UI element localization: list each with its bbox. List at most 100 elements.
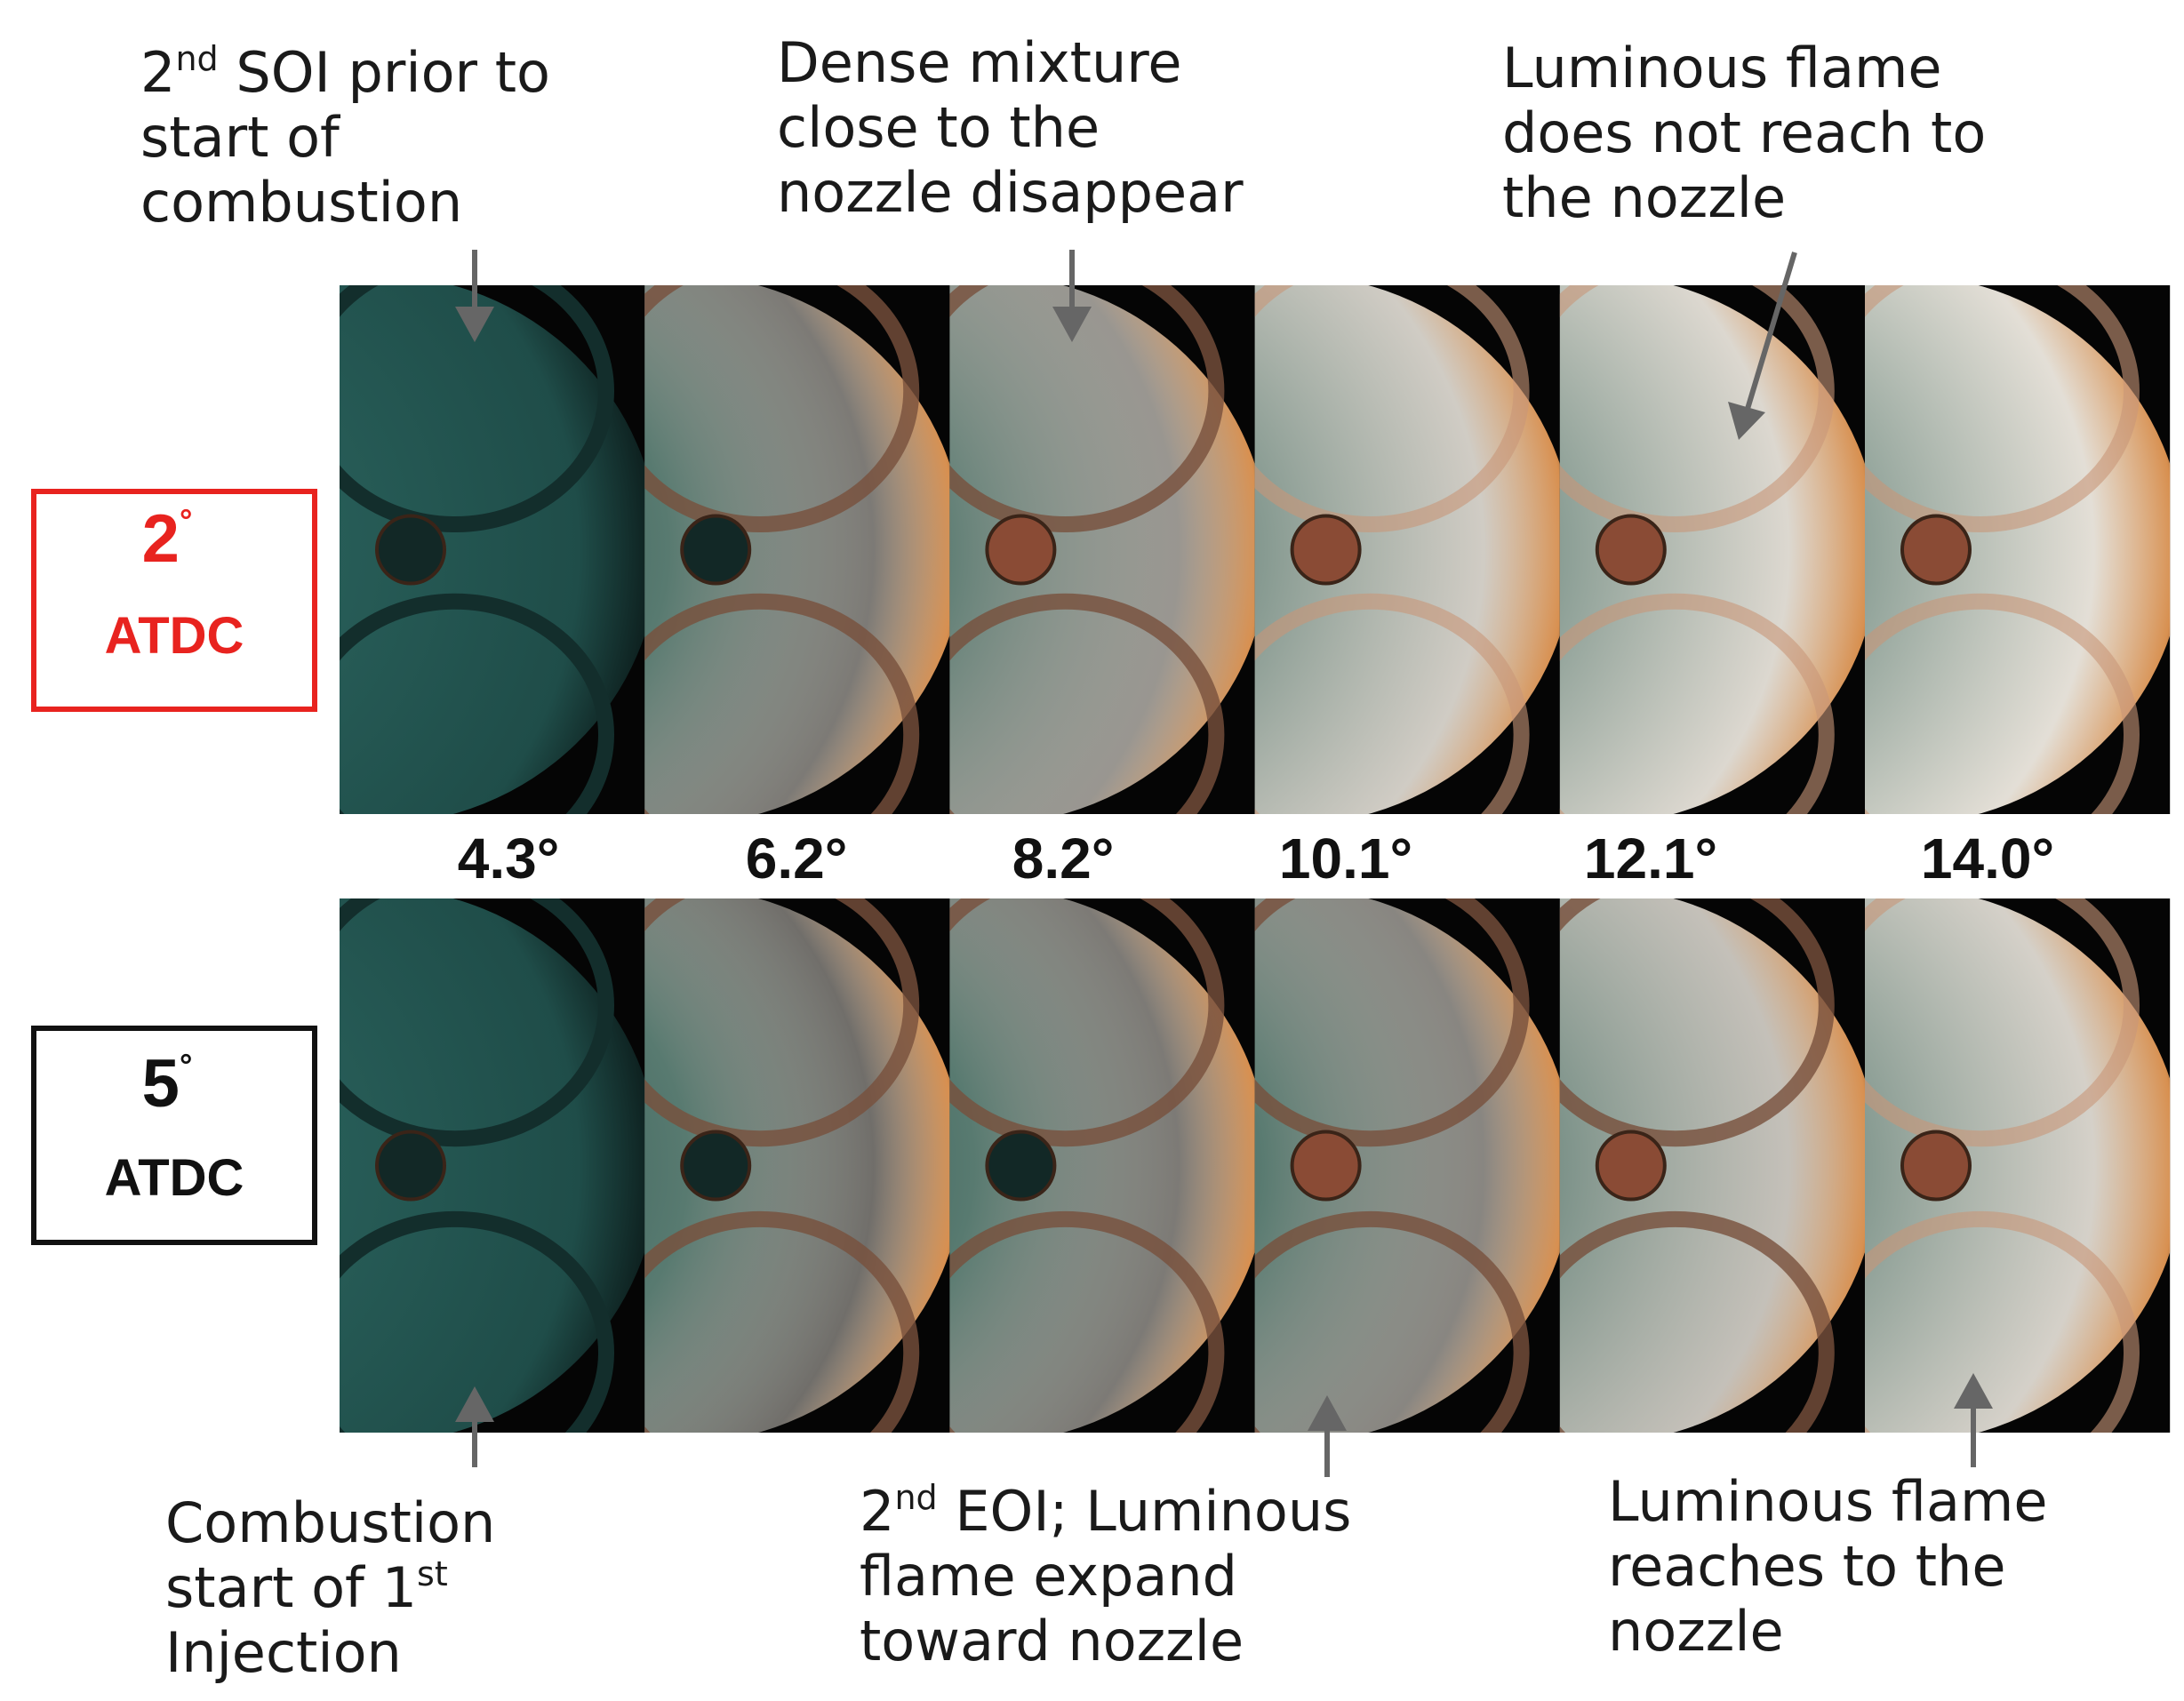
annotation-line: start of 1st xyxy=(165,1554,448,1620)
annotation-line: does not reach to xyxy=(1502,100,1986,165)
nozzle xyxy=(375,1130,446,1202)
frame xyxy=(644,285,950,814)
annotation-text: SOI prior to xyxy=(219,40,550,105)
frame xyxy=(340,285,645,814)
annotation-text: toward nozzle xyxy=(860,1609,1244,1673)
bore xyxy=(1865,898,2171,1433)
bore xyxy=(1559,285,1866,814)
annotation-line: 2nd SOI prior to xyxy=(140,39,550,105)
bore xyxy=(949,898,1255,1433)
bore xyxy=(1254,285,1560,814)
valve-ring xyxy=(644,1210,920,1433)
valve-ring xyxy=(949,285,1225,532)
valve-ring xyxy=(1865,593,2140,814)
row-value: 2° xyxy=(142,501,193,577)
annotation-text: nd xyxy=(175,39,218,78)
valve-ring xyxy=(1865,1210,2140,1433)
frame xyxy=(1254,898,1560,1433)
frame xyxy=(1254,285,1560,814)
nozzle xyxy=(1900,1130,1972,1202)
arrow xyxy=(1745,252,1797,410)
annotation-text: Injection xyxy=(165,1620,402,1685)
valve-ring xyxy=(1865,898,2140,1147)
crank-angle: 4.3° xyxy=(458,827,560,890)
annotation-line: Injection xyxy=(165,1620,402,1685)
valve-ring xyxy=(340,1210,614,1433)
bore xyxy=(1559,898,1866,1433)
nozzle xyxy=(985,1130,1057,1202)
bore xyxy=(949,285,1255,814)
bore xyxy=(1254,898,1560,1433)
valve-ring xyxy=(340,285,614,532)
annotation-line: close to the xyxy=(777,95,1100,160)
crank-angle: 8.2° xyxy=(1012,827,1115,890)
arrow-head xyxy=(1728,402,1765,440)
annotation-line: Combustion xyxy=(165,1490,495,1555)
row-value: 5° xyxy=(142,1046,193,1122)
annotation-line: combustion xyxy=(140,170,462,235)
nozzle xyxy=(680,514,752,586)
arrow-head xyxy=(455,1386,494,1422)
arrow-head xyxy=(455,307,494,342)
valve-ring xyxy=(340,898,614,1147)
crank-angle: 6.2° xyxy=(746,827,848,890)
nozzle xyxy=(375,514,446,586)
valve-ring xyxy=(1865,285,2140,532)
annotation-line: 2nd EOI; Luminous xyxy=(860,1478,1351,1544)
nozzle xyxy=(985,514,1057,586)
row-label-box xyxy=(31,1026,317,1245)
bore xyxy=(340,285,645,814)
frame xyxy=(1865,898,2171,1433)
annotation-text: close to the xyxy=(777,95,1100,160)
crank-angle: 14.0° xyxy=(1921,827,2054,890)
row-unit: ATDC xyxy=(105,607,244,665)
annotation-text: Luminous flame xyxy=(1502,36,1942,100)
valve-ring xyxy=(1254,1210,1530,1433)
annotation-text: 2 xyxy=(860,1479,894,1544)
valve-ring xyxy=(1559,898,1835,1147)
crank-angle: 12.1° xyxy=(1584,827,1717,890)
annotation-line: the nozzle xyxy=(1502,165,1786,230)
annotation-text: Luminous flame xyxy=(1608,1469,2048,1534)
nozzle xyxy=(1900,514,1972,586)
annotation-line: nozzle disappear xyxy=(777,160,1244,225)
annotation-text: combustion xyxy=(140,170,462,235)
bore xyxy=(340,898,645,1433)
annotation-text: EOI; Luminous xyxy=(938,1479,1352,1544)
valve-ring xyxy=(949,1210,1225,1433)
annotation-line: toward nozzle xyxy=(860,1609,1244,1673)
valve-ring xyxy=(949,593,1225,814)
arrows xyxy=(455,250,1993,1477)
valve-ring xyxy=(1254,593,1530,814)
annotation-text: flame expand xyxy=(860,1544,1237,1609)
nozzle xyxy=(1290,514,1362,586)
frame xyxy=(1559,285,1866,814)
valve-ring xyxy=(644,898,920,1147)
frame xyxy=(949,898,1255,1433)
valve-ring xyxy=(1559,1210,1835,1433)
row-value-part: ° xyxy=(180,502,192,539)
annotation-text: reaches to the xyxy=(1608,1534,2006,1599)
annotation-text: start of 1 xyxy=(165,1555,417,1620)
frame xyxy=(340,898,645,1433)
frame xyxy=(949,285,1255,814)
annotation-text: st xyxy=(417,1554,448,1593)
arrow-head xyxy=(1052,307,1092,342)
valve-ring xyxy=(644,285,920,532)
annotation-line: flame expand xyxy=(860,1544,1237,1609)
valve-ring xyxy=(1559,285,1835,532)
nozzle xyxy=(680,1130,752,1202)
valve-ring xyxy=(949,898,1225,1147)
image-frames xyxy=(340,285,2171,1433)
frame xyxy=(1559,898,1866,1433)
arrow-head xyxy=(1954,1373,1993,1409)
valve-ring xyxy=(644,593,920,814)
nozzle xyxy=(1290,1130,1362,1202)
frame xyxy=(644,898,950,1433)
annotation-line: Dense mixture xyxy=(777,30,1182,95)
valve-ring xyxy=(340,593,614,814)
bore xyxy=(644,898,950,1433)
row-value-part: 5 xyxy=(142,1046,180,1122)
nozzle xyxy=(1595,514,1667,586)
